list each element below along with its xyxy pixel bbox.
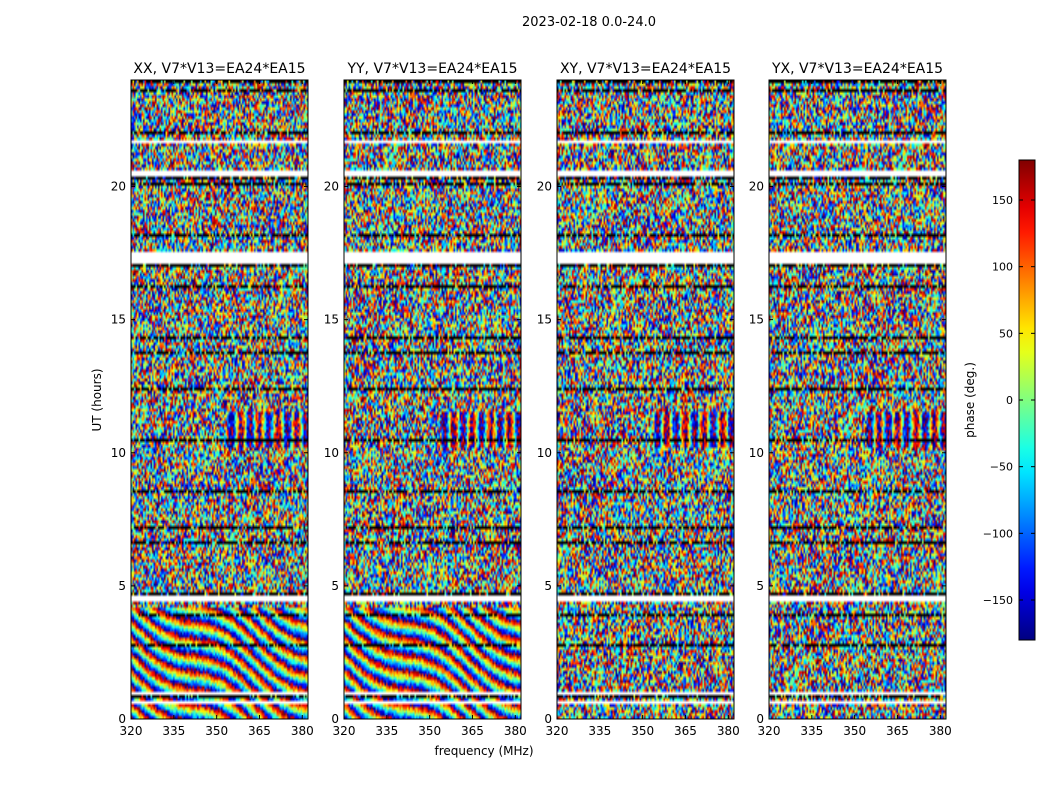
panel-frame <box>768 79 947 720</box>
x-axis-label: frequency (MHz) <box>434 744 533 758</box>
panel-frame <box>130 79 309 720</box>
colorbar-tick-label: −50 <box>990 461 1013 474</box>
panel-yx: YX, V7*V13=EA24*EA15 320 335 350 365 380 0 5 10 1… <box>749 61 952 738</box>
y-tick-label: 20 <box>324 180 339 194</box>
y-axis-label: UT (hours) <box>90 368 104 431</box>
colorbar-tick-label: 0 <box>1006 394 1013 407</box>
y-tick-label: 5 <box>331 579 339 593</box>
colorbar-label: phase (deg.) <box>963 362 977 438</box>
y-tick-label: 5 <box>756 579 764 593</box>
panels: XX, V7*V13=EA24*EA15 320 335 350 365 380 0 5 10 1… <box>111 61 952 738</box>
y-tick-label: 5 <box>118 579 126 593</box>
x-tick-label: 350 <box>418 724 441 738</box>
y-tick-label: 0 <box>756 712 764 726</box>
x-tick-label: 335 <box>375 724 398 738</box>
y-tick-label: 15 <box>749 313 764 327</box>
x-tick-label: 380 <box>291 724 314 738</box>
x-tick-label: 320 <box>120 724 143 738</box>
panel-title: XX, V7*V13=EA24*EA15 <box>133 61 305 77</box>
y-tick-label: 20 <box>111 180 126 194</box>
figure-suptitle: 2023-02-18 0.0-24.0 <box>522 15 656 30</box>
panel-frame <box>556 79 735 720</box>
x-tick-label: 350 <box>205 724 228 738</box>
y-tick-label: 15 <box>537 313 552 327</box>
phase-raster <box>344 80 521 719</box>
y-tick-label: 10 <box>111 446 126 460</box>
phase-raster <box>769 80 946 719</box>
x-tick-label: 380 <box>504 724 527 738</box>
x-tick-label: 365 <box>674 724 697 738</box>
y-tick-label: 0 <box>544 712 552 726</box>
y-tick-label: 10 <box>537 446 552 460</box>
y-tick-label: 10 <box>324 446 339 460</box>
panel-yy: YY, V7*V13=EA24*EA15 320 335 350 365 380 0 5 10 1… <box>324 61 527 738</box>
x-tick-label: 350 <box>843 724 866 738</box>
x-tick-label: 365 <box>248 724 271 738</box>
panel-xy: XY, V7*V13=EA24*EA15 320 335 350 365 380 0 5 10 1… <box>537 61 740 738</box>
colorbar-tick-label: −100 <box>983 527 1013 540</box>
y-tick-label: 0 <box>331 712 339 726</box>
panel-xx: XX, V7*V13=EA24*EA15 320 335 350 365 380 0 5 10 1… <box>111 61 314 738</box>
x-tick-label: 335 <box>800 724 823 738</box>
y-tick-label: 20 <box>537 180 552 194</box>
x-tick-label: 320 <box>546 724 569 738</box>
y-tick-label: 15 <box>111 313 126 327</box>
x-tick-label: 320 <box>333 724 356 738</box>
y-tick-label: 0 <box>118 712 126 726</box>
x-tick-label: 350 <box>631 724 654 738</box>
y-tick-label: 15 <box>324 313 339 327</box>
y-tick-label: 20 <box>749 180 764 194</box>
y-tick-label: 10 <box>749 446 764 460</box>
phase-raster <box>557 80 734 719</box>
colorbar-tick-label: −150 <box>983 594 1013 607</box>
panel-title: YX, V7*V13=EA24*EA15 <box>771 61 943 77</box>
phase-raster <box>131 80 308 719</box>
x-tick-label: 335 <box>162 724 185 738</box>
panel-title: XY, V7*V13=EA24*EA15 <box>560 61 731 77</box>
colorbar-tick-label: 100 <box>992 261 1013 274</box>
panel-frame <box>343 79 522 720</box>
x-tick-label: 380 <box>717 724 740 738</box>
x-tick-label: 365 <box>886 724 909 738</box>
x-tick-label: 320 <box>758 724 781 738</box>
colorbar-tick-label: 150 <box>992 194 1013 207</box>
x-tick-label: 365 <box>461 724 484 738</box>
x-tick-label: 335 <box>588 724 611 738</box>
y-tick-label: 5 <box>544 579 552 593</box>
colorbar: −150 −100 −50 0 50 100 150 phase (deg.) <box>963 159 1036 641</box>
panel-title: YY, V7*V13=EA24*EA15 <box>346 61 517 77</box>
x-tick-label: 380 <box>929 724 952 738</box>
colorbar-tick-label: 50 <box>999 327 1013 340</box>
